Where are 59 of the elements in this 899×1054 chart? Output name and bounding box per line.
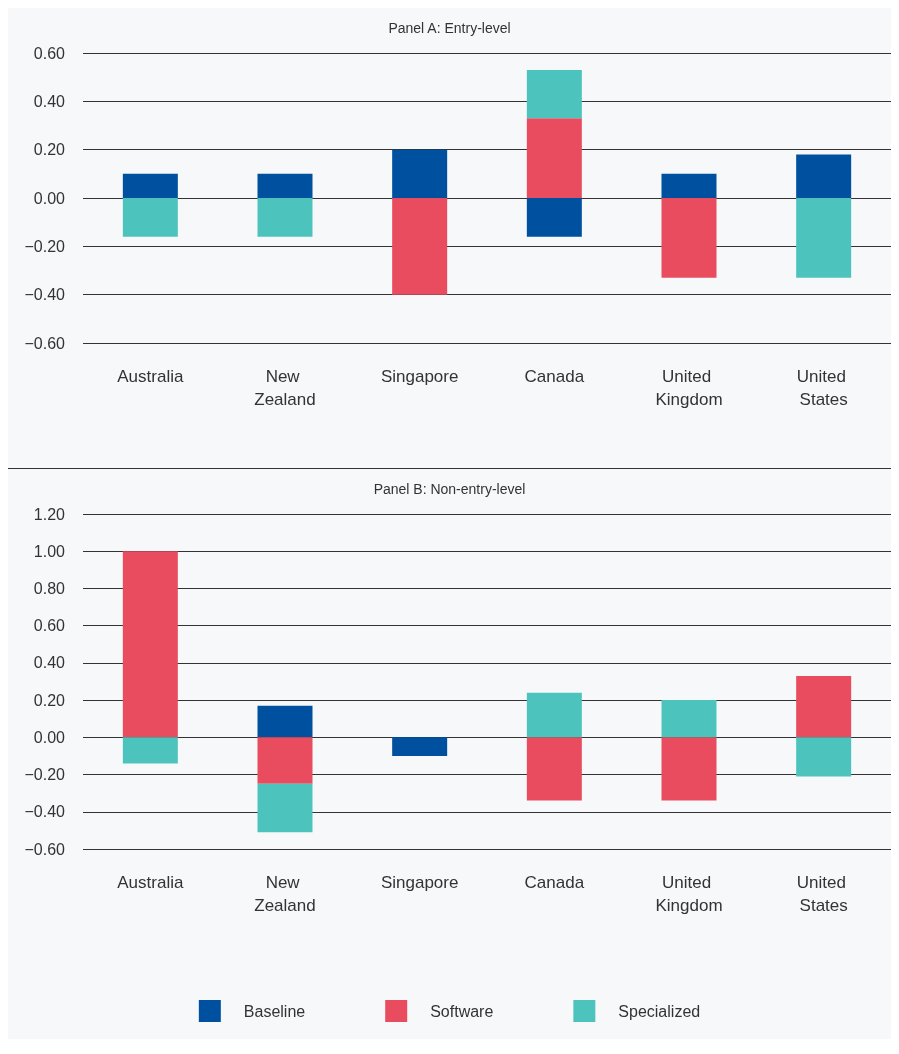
bar [661, 737, 717, 801]
bar [257, 783, 313, 833]
bar [257, 705, 313, 738]
bar [392, 149, 448, 198]
x-tick-label: Australia [117, 873, 184, 892]
bar [526, 692, 582, 738]
bar [661, 173, 717, 198]
bar [796, 198, 852, 278]
x-tick-label: Canada [524, 367, 585, 386]
y-tick-label: −0.20 [24, 237, 66, 255]
legend-label: Specialized [618, 1002, 701, 1020]
y-tick-label: −0.60 [24, 334, 66, 352]
chart-title: Panel A: Entry-level [388, 20, 511, 36]
x-tick-label: New Zealand [254, 873, 316, 915]
bar [526, 69, 582, 119]
bar [257, 737, 313, 784]
bar [392, 737, 448, 756]
y-tick-label: −0.60 [24, 840, 66, 858]
y-tick-label: 1.00 [33, 542, 66, 560]
bar [257, 198, 313, 237]
bar [526, 737, 582, 801]
bar [796, 675, 852, 738]
y-tick-label: −0.20 [24, 766, 66, 784]
x-tick-label: Singapore [380, 873, 459, 892]
y-tick-label: 0.40 [33, 654, 66, 672]
y-tick-label: −0.40 [24, 286, 66, 304]
bar [122, 198, 178, 237]
bar [392, 198, 448, 295]
y-tick-label: 0.60 [33, 617, 66, 635]
bar [661, 198, 717, 278]
bar [122, 551, 178, 738]
y-tick-label: 0.00 [33, 189, 66, 207]
y-tick-label: 0.00 [33, 728, 66, 746]
legend-label: Software [430, 1002, 494, 1020]
x-tick-label: Australia [117, 367, 184, 386]
y-tick-label: 1.20 [33, 505, 66, 523]
bar [661, 700, 717, 738]
chart-title: Panel B: Non-entry-level [373, 481, 526, 497]
bar [526, 198, 582, 237]
y-tick-label: 0.20 [33, 691, 66, 709]
y-tick-label: 0.40 [33, 92, 66, 110]
bar [122, 173, 178, 198]
x-tick-label: Canada [524, 873, 585, 892]
y-tick-label: −0.40 [24, 803, 66, 821]
bar [257, 173, 313, 198]
legend-label: Baseline [243, 1002, 306, 1020]
x-tick-label: New Zealand [254, 367, 316, 409]
bar [526, 118, 582, 198]
y-tick-label: 0.80 [33, 579, 66, 597]
y-tick-label: 0.20 [33, 141, 66, 159]
bar [796, 154, 852, 198]
x-tick-label: United States [796, 873, 851, 915]
y-tick-label: 0.60 [33, 44, 66, 62]
x-tick-label: United Kingdom [655, 367, 723, 409]
bar [796, 737, 852, 777]
x-tick-label: Singapore [380, 367, 459, 386]
x-tick-label: United States [796, 367, 851, 409]
bar [122, 737, 178, 764]
x-tick-label: United Kingdom [655, 873, 723, 915]
